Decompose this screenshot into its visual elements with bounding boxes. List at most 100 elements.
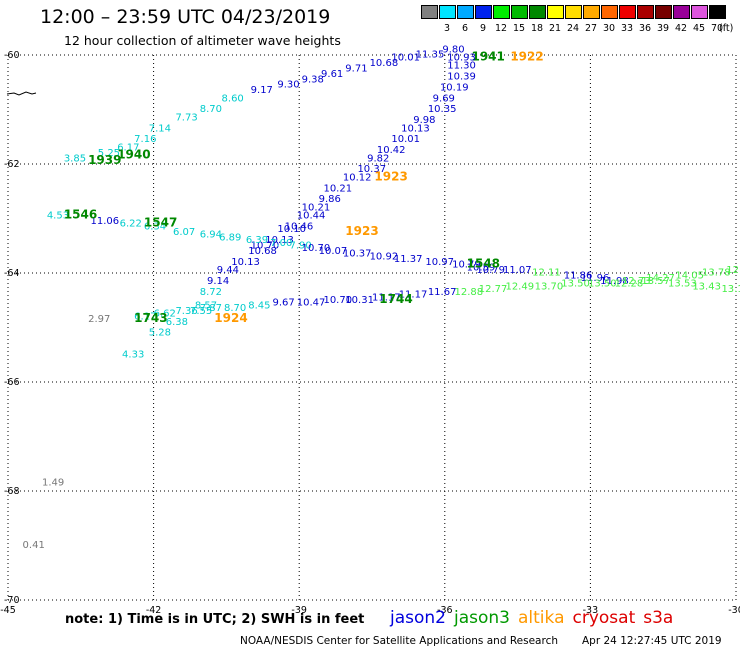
x-tick-label: -30 bbox=[728, 605, 740, 616]
wave-height-value: 10.79 bbox=[452, 260, 481, 271]
wave-height-value: 10.59 bbox=[467, 262, 496, 273]
x-tick-label: -42 bbox=[146, 605, 162, 616]
wave-height-value: 7.87 bbox=[200, 303, 222, 314]
wave-height-value: 10.01 bbox=[391, 52, 420, 63]
legend-swatch bbox=[439, 5, 456, 19]
page-subtitle: 12 hour collection of altimeter wave hei… bbox=[64, 33, 341, 48]
axis-ticks: -45 -42 -39 -36 -33 -30 -60 -62 -64 -66 -68 -70 bbox=[0, 50, 740, 616]
wave-height-value: 9.38 bbox=[302, 74, 324, 85]
wave-height-value: 7.00 bbox=[270, 238, 292, 249]
wave-height-value: 10.79 bbox=[476, 265, 505, 276]
wave-height-value: 10.13 bbox=[265, 235, 294, 246]
wave-height-value: 6.94 bbox=[200, 230, 222, 241]
legend-label: 42 bbox=[674, 23, 688, 34]
wave-height-value: 10.70 bbox=[302, 243, 331, 254]
y-tick-label: -64 bbox=[4, 268, 20, 279]
satellite-legend: jason2 jason3 altika cryosat s3a bbox=[390, 608, 681, 628]
legend-label: 36 bbox=[638, 23, 652, 34]
wave-height-value: 11.98 bbox=[600, 276, 629, 287]
wave-height-value: 6.22 bbox=[120, 219, 142, 230]
wave-height-value: 11.06 bbox=[91, 216, 120, 227]
wave-height-value: 8.57 bbox=[195, 300, 217, 311]
wave-height-value: 8.72 bbox=[200, 287, 222, 298]
x-tick-label: -45 bbox=[0, 605, 16, 616]
wave-height-value: 10.70 bbox=[251, 240, 280, 251]
wave-height-value: 9.30 bbox=[277, 80, 299, 91]
satellite-cryosat: cryosat bbox=[572, 608, 636, 628]
legend-swatch bbox=[673, 5, 690, 19]
wave-height-value: 10.31 bbox=[345, 295, 374, 306]
wave-height-value: 9.71 bbox=[345, 63, 367, 74]
wave-height-value: 7.14 bbox=[149, 123, 171, 134]
wave-height-value: 3.85 bbox=[64, 153, 86, 164]
wave-height-value: 10.68 bbox=[248, 246, 277, 257]
credit-text: NOAA/NESDIS Center for Satellite Applica… bbox=[240, 635, 558, 647]
wave-height-value: 1.49 bbox=[42, 478, 64, 489]
legend-label: 39 bbox=[656, 23, 670, 34]
legend-label: 24 bbox=[566, 23, 580, 34]
wave-height-value: 9.69 bbox=[433, 93, 455, 104]
wave-height-value: 4.33 bbox=[122, 349, 144, 360]
legend-swatch bbox=[583, 5, 600, 19]
wave-height-value: 6.39 bbox=[246, 235, 268, 246]
wave-height-value: 2.97 bbox=[88, 314, 110, 325]
wave-height-value: 8.70 bbox=[200, 104, 222, 115]
pass-time-label: 1547 bbox=[144, 216, 177, 230]
wave-height-value: 13.78 bbox=[702, 268, 731, 279]
legend-label: 33 bbox=[620, 23, 634, 34]
legend-label: 30 bbox=[602, 23, 616, 34]
wave-height-value: 8.45 bbox=[248, 300, 270, 311]
wave-height-value: 5.28 bbox=[149, 328, 171, 339]
wave-height-value: 11.96 bbox=[581, 273, 610, 284]
legend-swatch bbox=[691, 5, 708, 19]
legend-swatch bbox=[709, 5, 726, 19]
wave-height-value: 10.21 bbox=[323, 183, 352, 194]
wave-height-value: 6.62 bbox=[154, 309, 176, 320]
track-jason3-1743-1745: 2.97 6.176.62 7.36 7.87 8.70 8.45 9.67 10.4710.… bbox=[88, 276, 740, 325]
pass-time-label: 1923 bbox=[345, 224, 378, 238]
wave-height-value: 10.19 bbox=[440, 82, 469, 93]
y-tick-label: -62 bbox=[4, 159, 20, 170]
x-tick-label: -33 bbox=[583, 605, 599, 616]
pass-time-label: 1743 bbox=[134, 311, 167, 325]
satellite-jason3: jason3 bbox=[454, 608, 510, 628]
pass-time-label: 1923 bbox=[374, 169, 407, 183]
wave-height-value: 10.46 bbox=[285, 221, 314, 232]
track-cryosat-gray: 1.49 0.41 bbox=[23, 478, 65, 552]
wave-height-value: 6.07 bbox=[173, 227, 195, 238]
wave-height-value: 13.50 bbox=[561, 279, 590, 290]
legend-label: 12 bbox=[494, 23, 508, 34]
wave-height-value: 10.93 bbox=[447, 52, 476, 63]
track-jason2-1546-1548: 4.53 11.06 6.22 6.34 6.07 6.946.89 6.39 7.007.9… bbox=[47, 208, 740, 287]
wave-height-value: 10.70 bbox=[323, 295, 352, 306]
wave-height-value: 4.53 bbox=[47, 211, 69, 222]
wave-height-value: 11.35 bbox=[416, 50, 445, 61]
legend-swatch bbox=[547, 5, 564, 19]
wave-height-value: 10.13 bbox=[401, 123, 430, 134]
wave-height-value: 10.97 bbox=[425, 257, 454, 268]
legend-label: 15 bbox=[512, 23, 526, 34]
legend-swatch bbox=[565, 5, 582, 19]
wave-height-value: 10.37 bbox=[343, 249, 372, 260]
wave-height-value: 12.28 bbox=[615, 279, 644, 290]
legend-label: 3 bbox=[443, 23, 451, 34]
wave-height-value: 8.60 bbox=[222, 93, 244, 104]
wave-height-value: 11.17 bbox=[372, 292, 401, 303]
wave-height-value: 9.61 bbox=[321, 69, 343, 80]
wave-height-value: 10.47 bbox=[297, 298, 326, 309]
lat-lon-grid bbox=[7, 54, 737, 601]
wave-height-value: 7.90 bbox=[289, 240, 311, 251]
note-text: note: 1) Time is in UTC; 2) SWH is in fe… bbox=[65, 612, 365, 627]
wave-height-value: 9.80 bbox=[442, 44, 464, 55]
pass-time-label: 1941 bbox=[471, 49, 504, 63]
wave-height-value: 10.21 bbox=[302, 202, 331, 213]
legend-label: 9 bbox=[479, 23, 487, 34]
y-tick-label: -60 bbox=[4, 50, 20, 61]
wave-height-value: 12.91 bbox=[726, 265, 740, 276]
wave-height-value: 10.35 bbox=[428, 104, 457, 115]
legend-swatch bbox=[457, 5, 474, 19]
timestamp-text: Apr 24 12:27:45 UTC 2019 bbox=[582, 635, 722, 647]
legend-swatch bbox=[421, 5, 438, 19]
wave-height-value: 6.17 bbox=[117, 142, 139, 153]
